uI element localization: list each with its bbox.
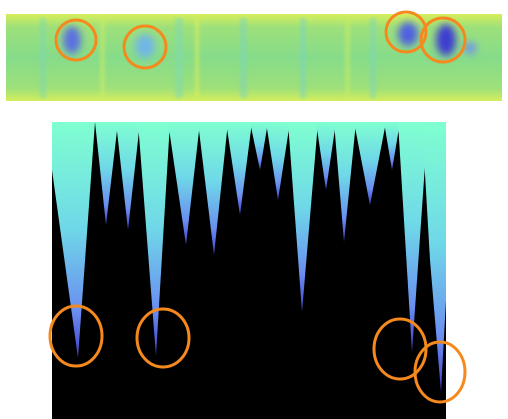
strip-band: [195, 18, 199, 98]
page: (() => { const data = JSON.parse(documen…: [0, 0, 508, 419]
strip-band: [40, 18, 46, 98]
strip-band: [370, 18, 376, 98]
strip-band: [345, 18, 350, 98]
strip-band: [240, 18, 247, 98]
visualization: [0, 0, 508, 419]
spike-panel: [50, 122, 465, 419]
strip-band: [175, 18, 183, 98]
strip-band: [300, 18, 306, 98]
heat-strip: [6, 12, 502, 101]
hotspot: [436, 24, 456, 56]
strip-band: [100, 18, 105, 98]
hotspot: [398, 22, 418, 46]
hotspot: [63, 26, 81, 54]
hotspot: [135, 34, 155, 58]
